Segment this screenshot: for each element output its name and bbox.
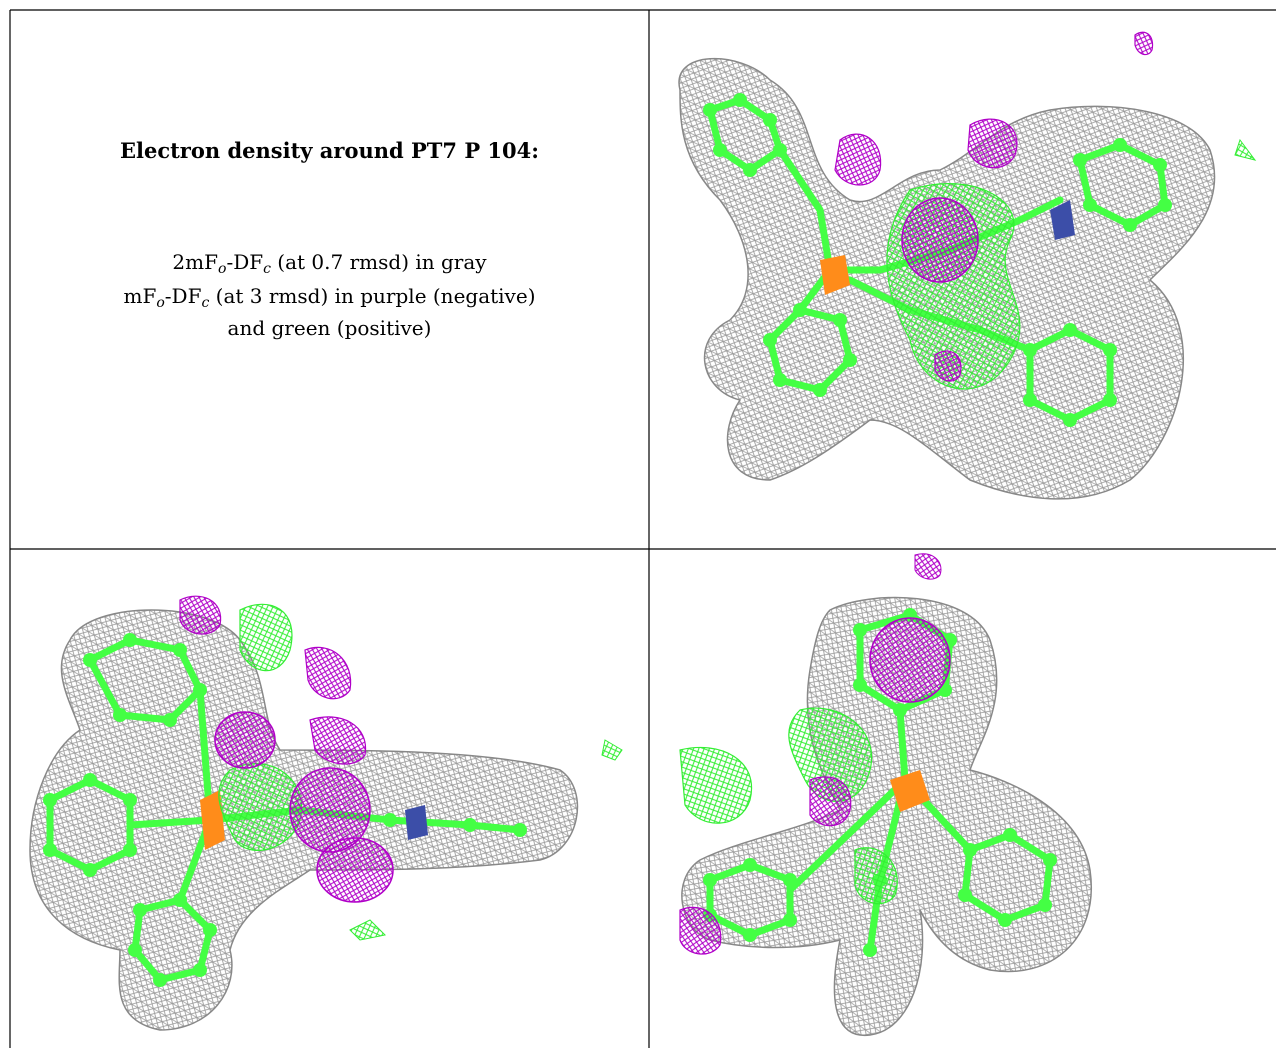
ligand-density-render-icon xyxy=(679,553,1092,1036)
caption-title: Electron density around PT7 P 104: xyxy=(119,138,540,163)
view-top-right xyxy=(650,10,1275,548)
caption-map2: mFo-DFc (at 3 rmsd) in purple (negative) xyxy=(123,284,536,311)
view-bottom-left xyxy=(10,550,649,1048)
caption-map2-continued: and green (positive) xyxy=(227,316,432,340)
caption-map1: 2mFo-DFc (at 0.7 rmsd) in gray xyxy=(172,250,487,277)
view-bottom-right xyxy=(650,550,1275,1048)
ligand-density-render-icon xyxy=(678,31,1257,500)
caption-cell: Electron density around PT7 P 104: 2mFo-… xyxy=(10,10,649,548)
ligand-density-render-icon xyxy=(29,595,623,1031)
